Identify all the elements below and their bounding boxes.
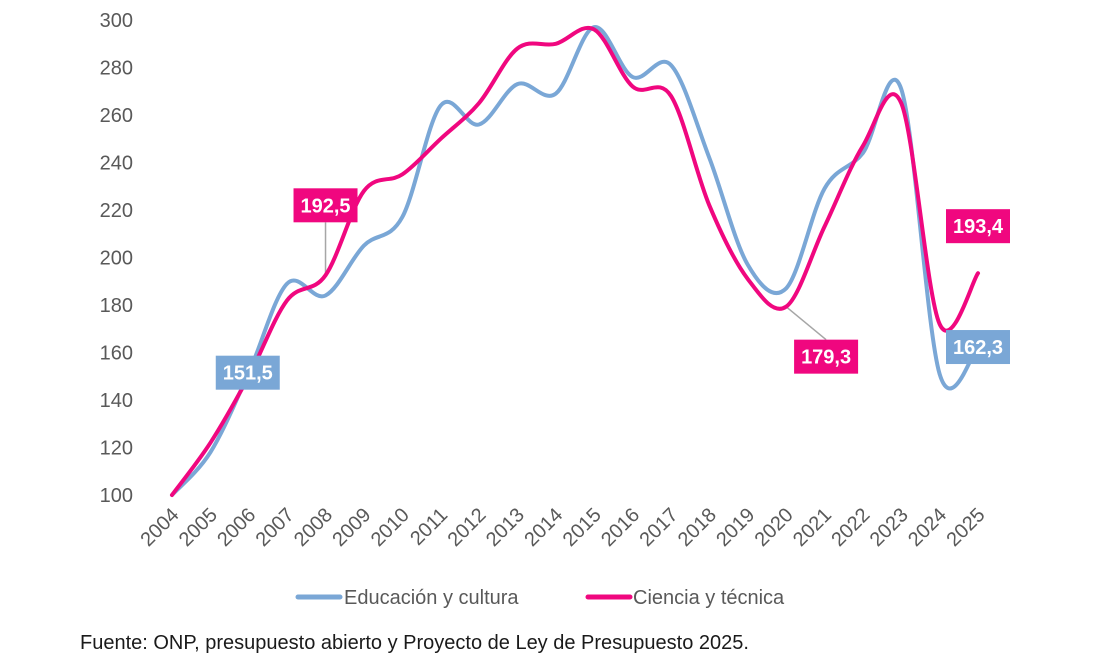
x-tick-label: 2018 xyxy=(674,504,721,551)
y-tick-label: 220 xyxy=(100,200,133,222)
x-tick-label: 2020 xyxy=(751,504,798,551)
x-tick-label: 2005 xyxy=(175,504,222,551)
legend-label: Educación y cultura xyxy=(344,587,519,609)
data-label-box xyxy=(215,355,280,390)
x-tick-label: 2007 xyxy=(252,504,299,551)
data-label-box xyxy=(293,188,358,223)
x-tick-label: 2024 xyxy=(904,504,951,551)
legend: Educación y cultura Ciencia y técnica xyxy=(295,587,785,609)
legend-label: Ciencia y técnica xyxy=(633,587,785,609)
data-label-box xyxy=(794,339,859,374)
x-tick-label: 2006 xyxy=(213,504,260,551)
annotation-leader-lines xyxy=(324,222,827,341)
x-tick-label: 2013 xyxy=(482,504,529,551)
x-tick-label: 2010 xyxy=(367,504,414,551)
data-label-box xyxy=(946,330,1010,365)
x-tick-label: 2017 xyxy=(635,504,682,551)
series-lines xyxy=(170,25,980,497)
y-tick-label: 140 xyxy=(100,390,133,412)
data-label: 193,4 xyxy=(953,216,1004,238)
x-tick-label: 2023 xyxy=(866,504,913,551)
series-line-educacion xyxy=(170,25,980,497)
y-tick-label: 260 xyxy=(100,105,133,127)
y-tick-label: 280 xyxy=(100,58,133,80)
x-tick-label: 2009 xyxy=(328,504,375,551)
x-tick-label: 2004 xyxy=(137,504,184,551)
x-tick-label: 2011 xyxy=(406,504,452,550)
data-label: 192,5 xyxy=(300,195,350,217)
x-tick-label: 2008 xyxy=(290,504,337,551)
x-tick-label: 2015 xyxy=(559,504,606,551)
x-tick-label: 2022 xyxy=(827,504,874,551)
series-line-ciencia xyxy=(170,25,980,497)
y-tick-label: 300 xyxy=(100,10,133,32)
y-tick-label: 120 xyxy=(100,438,133,460)
source-note: Fuente: ONP, presupuesto abierto y Proye… xyxy=(80,632,749,654)
y-tick-label: 100 xyxy=(100,485,133,507)
y-tick-label: 200 xyxy=(100,248,133,270)
data-labels: 151,5 192,5 179,3 193,4 162,3 xyxy=(215,188,1010,390)
x-axis-ticks: 2004200520062007200820092010201120122013… xyxy=(137,504,990,551)
x-tick-label: 2021 xyxy=(789,504,836,551)
x-tick-label: 2014 xyxy=(520,504,567,551)
data-label: 179,3 xyxy=(801,347,851,369)
annotation-leader xyxy=(785,306,827,341)
x-tick-label: 2016 xyxy=(597,504,644,551)
x-tick-label: 2019 xyxy=(712,504,759,551)
y-tick-label: 160 xyxy=(100,343,133,365)
y-tick-label: 180 xyxy=(100,295,133,317)
x-tick-label: 2025 xyxy=(943,504,990,551)
data-label: 162,3 xyxy=(953,337,1003,359)
data-label-box xyxy=(946,209,1010,244)
x-tick-label: 2012 xyxy=(444,504,491,551)
y-tick-label: 240 xyxy=(100,153,133,175)
data-label: 151,5 xyxy=(223,363,273,385)
y-axis-ticks: 100 120 140 160 180 200 220 240 260 280 300 xyxy=(100,10,133,507)
